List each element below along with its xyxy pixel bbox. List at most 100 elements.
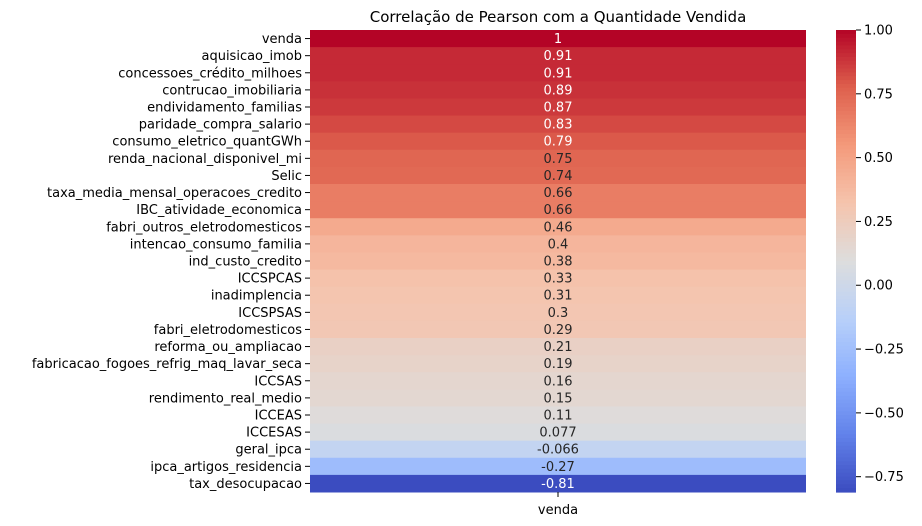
colorbar-segment (836, 330, 856, 335)
row-label: fabri_eletrodomesticos (154, 323, 302, 338)
heatmap-cell-labels: 1 0.91 0.91 0.89 0.87 0.83 0.79 0.75 0.74 0.66 0.6… (537, 32, 579, 492)
colorbar-segment (836, 153, 856, 158)
colorbar-segment (836, 95, 856, 100)
colorbar-segment (836, 488, 856, 493)
colorbar-segment (836, 41, 856, 46)
cell-value-label: 0.38 (544, 255, 573, 270)
cell-value-label: 0.66 (544, 186, 573, 201)
colorbar-segment (836, 187, 856, 193)
colorbar-segment (836, 476, 856, 482)
colorbar-segment (836, 395, 856, 401)
colorbar-segment (836, 353, 856, 358)
row-label: ind_custo_credito (189, 255, 302, 270)
row-label: concessoes_crédito_milhoes (118, 66, 302, 81)
cell-value-label: 0.11 (544, 409, 573, 424)
colorbar-segment (836, 388, 856, 393)
colorbar-segment (836, 122, 856, 127)
colorbar-segment (836, 45, 856, 50)
colorbar-segment (836, 287, 856, 293)
colorbar-segment (836, 411, 856, 416)
colorbar-segment (836, 110, 856, 116)
heatmap-cell (310, 286, 806, 305)
heatmap-cell (310, 457, 806, 476)
cell-value-label: 0.66 (544, 203, 573, 218)
heatmap-cell (310, 47, 806, 65)
cell-value-label: 0.21 (544, 340, 573, 355)
colorbar-segment (836, 441, 856, 447)
colorbar-segment (836, 361, 856, 366)
colorbar-segment (836, 399, 856, 405)
row-label: fabricacao_fogoes_refrig_maq_lavar_seca (32, 357, 302, 372)
row-label: Selic (271, 169, 302, 184)
colorbar-tick-label: −0.25 (864, 343, 904, 358)
row-label: fabri_outros_eletrodomesticos (106, 220, 302, 235)
colorbar-segment (836, 30, 856, 35)
colorbar-segment (836, 445, 856, 451)
row-label: aquisicao_imob (201, 49, 302, 64)
cell-value-label: 1 (554, 32, 562, 47)
colorbar-segment (836, 334, 856, 339)
colorbar-segment (836, 157, 856, 162)
colorbar-segment (836, 272, 856, 277)
cell-value-label: 0.19 (544, 357, 573, 372)
colorbar: 1.00 0.75 0.50 0.25 0.00 −0.25 −0.50 −0.75 (836, 24, 904, 493)
colorbar-segment (836, 33, 856, 39)
heatmap-cell (310, 269, 806, 288)
cell-value-label: 0.29 (544, 323, 573, 338)
heatmap-cell (310, 372, 806, 390)
colorbar-segment (836, 480, 856, 485)
colorbar-tick-label: −0.75 (864, 470, 904, 485)
cell-value-label: 0.33 (544, 272, 573, 287)
row-label: intencao_consumo_familia (130, 237, 302, 252)
row-label: geral_ipca (235, 443, 302, 458)
row-label: ICCSAS (254, 374, 302, 389)
colorbar-segment (836, 234, 856, 239)
colorbar-segment (836, 149, 856, 154)
row-label: IBC_atividade_economica (136, 203, 302, 218)
heatmap-cell (310, 355, 806, 373)
row-label: endividamento_familias (147, 101, 302, 116)
colorbar-segment (836, 230, 856, 235)
cell-value-label: 0.87 (544, 101, 573, 116)
colorbar-segment (836, 241, 856, 247)
cell-value-label: 0.31 (544, 289, 573, 304)
colorbar-segment (836, 264, 856, 270)
heatmap-cell (310, 252, 806, 271)
cell-value-label: 0.91 (544, 49, 573, 64)
colorbar-segment (836, 403, 856, 408)
colorbar-segment (836, 453, 856, 458)
heatmap-column-labels: venda (538, 492, 578, 518)
colorbar-segment (836, 372, 856, 378)
colorbar-segment (836, 80, 856, 85)
colorbar-segment (836, 99, 856, 104)
cell-value-label: -0.066 (537, 443, 579, 458)
colorbar-segment (836, 268, 856, 274)
colorbar-segment (836, 341, 856, 347)
cell-value-label: 0.75 (544, 152, 573, 167)
colorbar-segment (836, 326, 856, 331)
colorbar-segment (836, 318, 856, 324)
colorbar-segment (836, 249, 856, 254)
row-label: venda (262, 32, 302, 47)
colorbar-segment (836, 303, 856, 308)
colorbar-segment (836, 261, 856, 266)
colorbar-segment (836, 137, 856, 143)
chart-title: Correlação de Pearson com a Quantidade V… (370, 8, 747, 26)
heatmap-cell (310, 201, 806, 219)
heatmap-cell (310, 303, 806, 322)
row-label: ICCSPCAS (238, 272, 302, 287)
colorbar-segment (836, 418, 856, 424)
colorbar-segment (836, 60, 856, 66)
cell-value-label: 0.91 (544, 66, 573, 81)
row-label: contrucao_imobiliaria (162, 83, 302, 98)
row-label: tax_desocupacao (189, 477, 302, 492)
colorbar-tick-label: 1.00 (864, 24, 893, 39)
colorbar-segment (836, 299, 856, 304)
colorbar-segment (836, 280, 856, 285)
colorbar-segment (836, 434, 856, 439)
colorbar-segment (836, 56, 856, 62)
colorbar-segment (836, 391, 856, 397)
heatmap-cell (310, 406, 806, 425)
colorbar-segment (836, 126, 856, 131)
colorbar-segment (836, 168, 856, 174)
